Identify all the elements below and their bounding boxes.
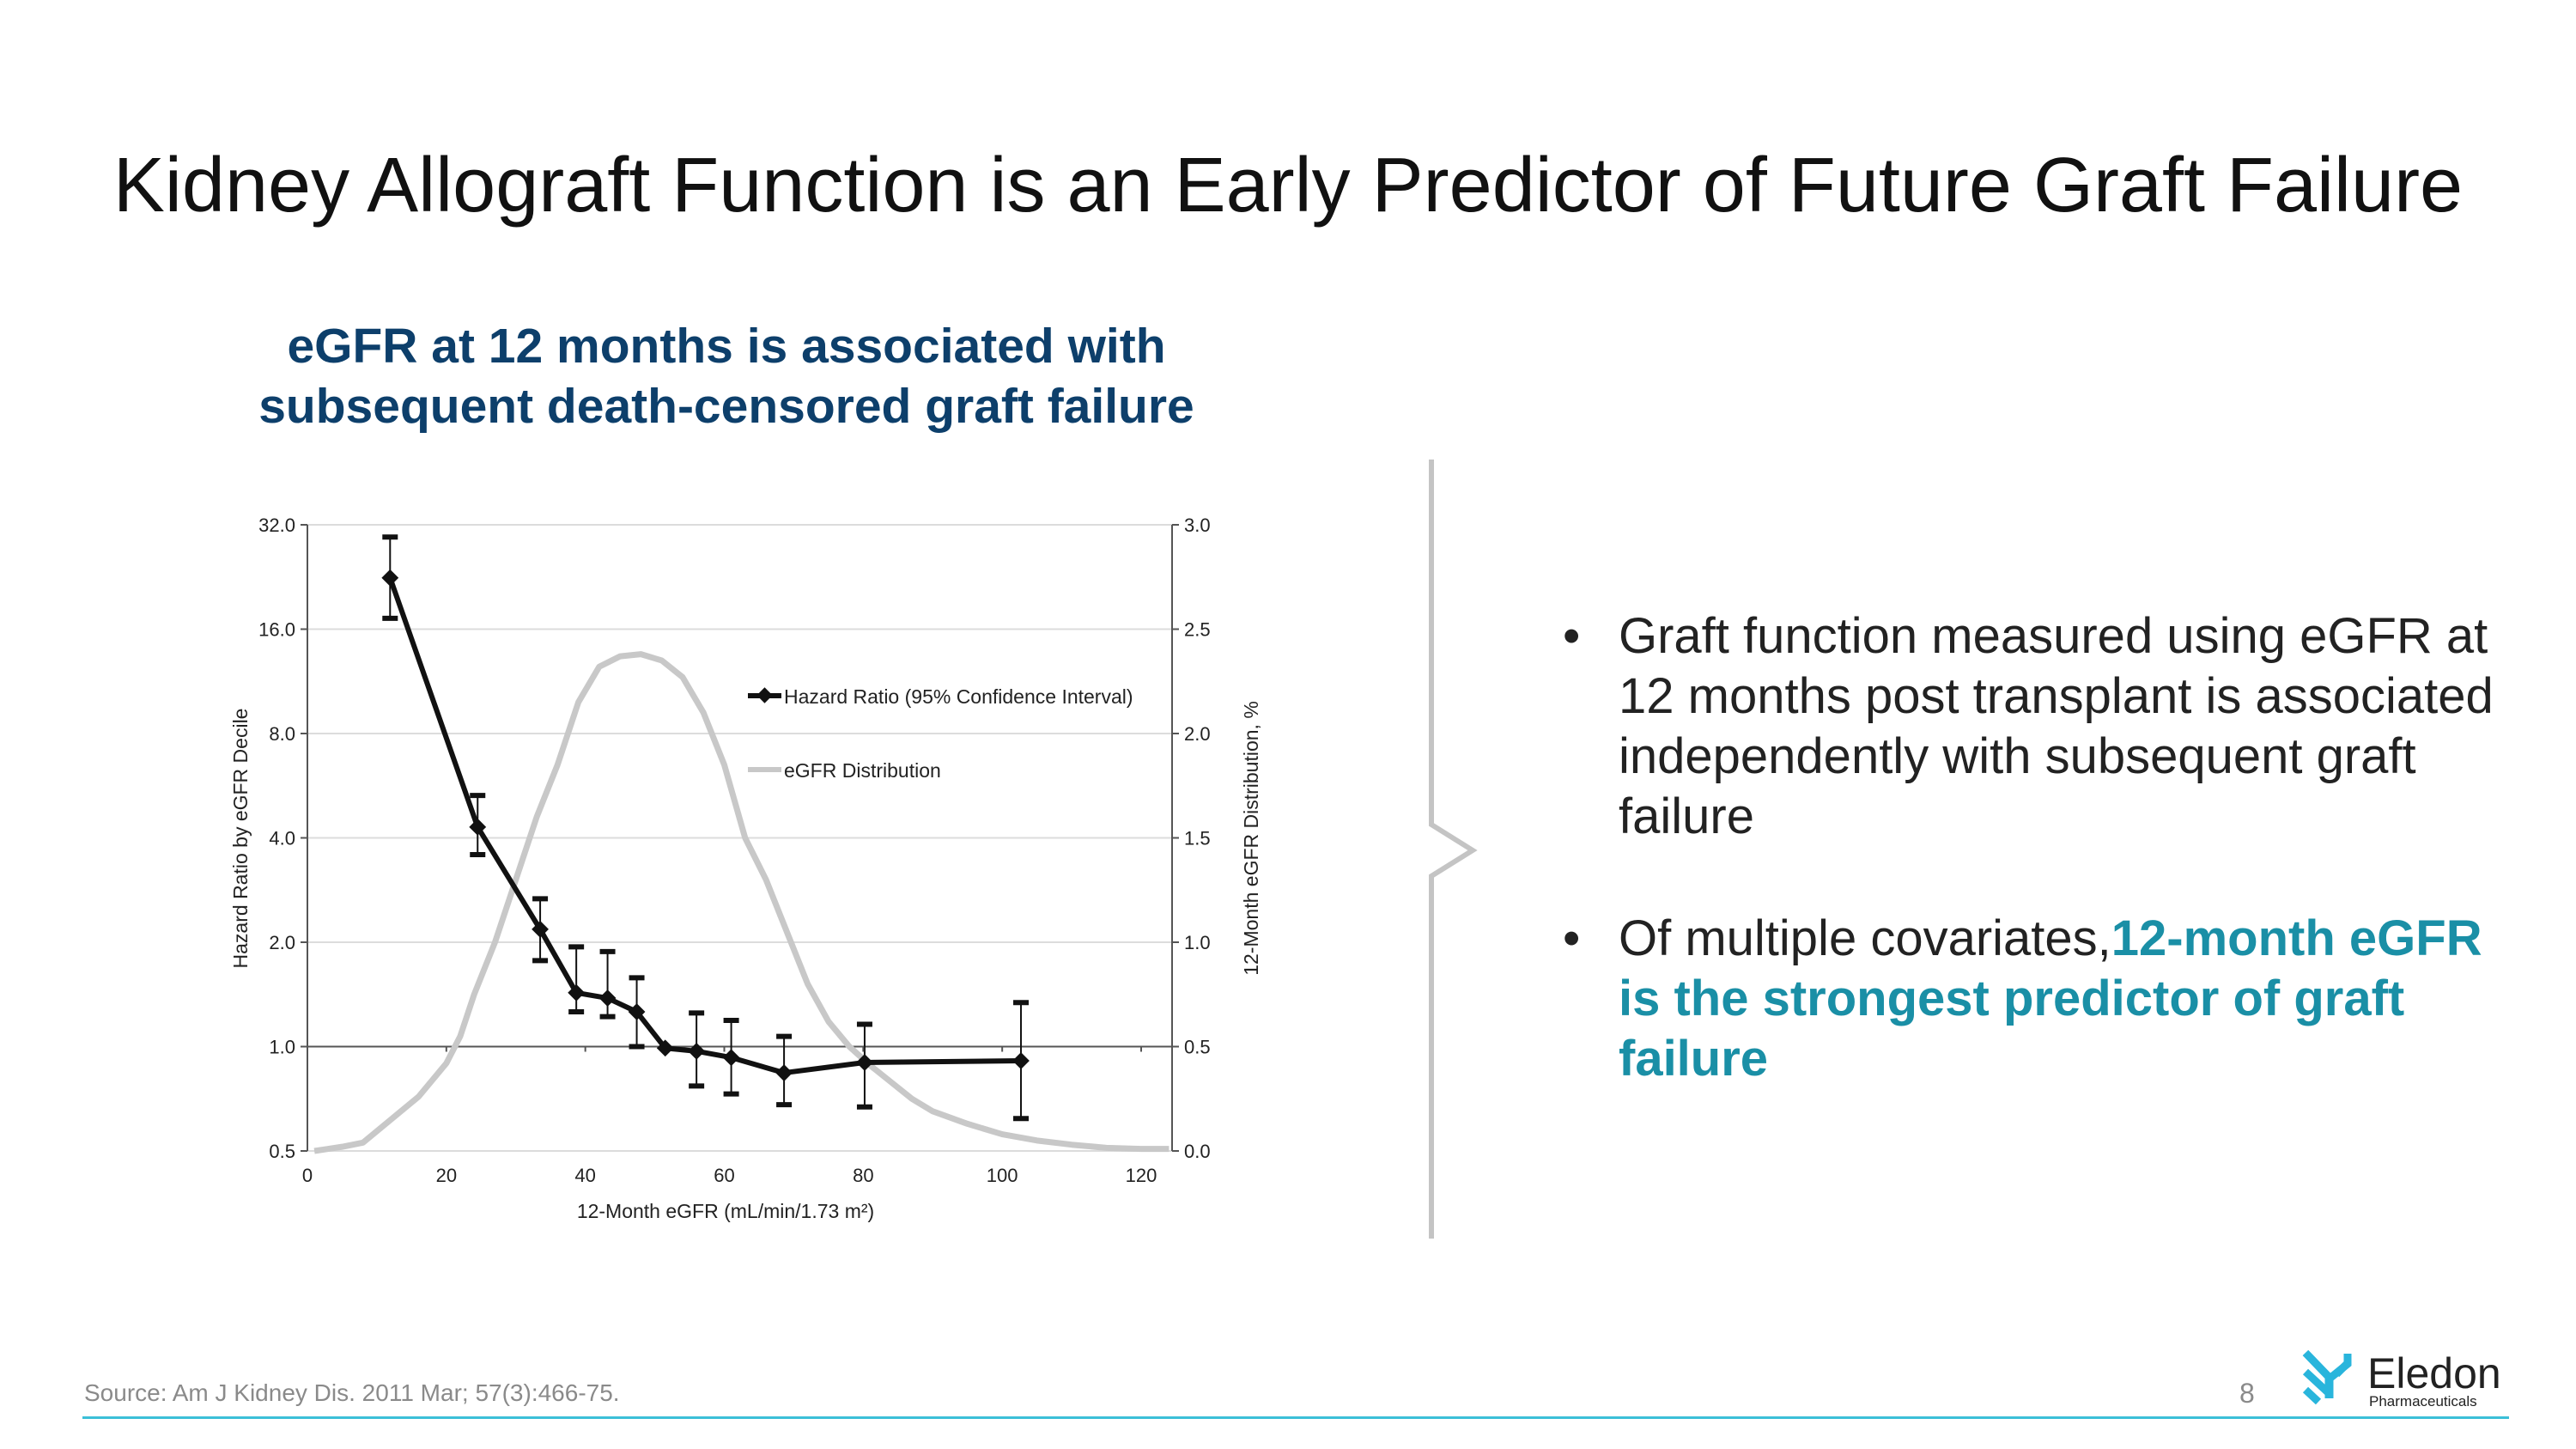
divider-chevron — [1429, 460, 1478, 1239]
y2-tick-label: 2.5 — [1184, 619, 1211, 641]
hazard-ratio-point — [722, 1049, 740, 1067]
x-tick-label: 40 — [574, 1165, 595, 1186]
hazard-ratio-line — [387, 576, 1022, 1076]
legend-dist-label: eGFR Distribution — [784, 759, 941, 782]
hazard-ratio-point — [469, 818, 487, 836]
hazard-ratio-point — [688, 1042, 706, 1060]
y2-tick-label: 0.5 — [1184, 1037, 1211, 1058]
hazard-ratio-point — [628, 1003, 646, 1020]
subtitle-line-1: eGFR at 12 months is associated with — [287, 319, 1166, 374]
bullet-2-text: Of multiple covariates,12-month eGFR is … — [1619, 909, 2520, 1089]
legend-hr-marker — [756, 687, 773, 703]
source-citation: Source: Am J Kidney Dis. 2011 Mar; 57(3)… — [84, 1379, 620, 1406]
bullet-1-text: Graft function measured using eGFR at 12… — [1619, 608, 2494, 844]
bullet-dot: • — [1563, 608, 1581, 664]
footer-divider — [82, 1416, 2509, 1419]
x-tick-label: 120 — [1126, 1165, 1157, 1186]
subtitle-line-2: subsequent death-censored graft failure — [258, 379, 1194, 434]
eledon-logo: Eledon Pharmaceuticals — [2302, 1349, 2501, 1409]
hazard-ratio-point — [532, 920, 549, 938]
hazard-ratio-point — [381, 569, 399, 587]
y2-tick-label: 3.0 — [1184, 514, 1211, 536]
logo-name: Eledon — [2367, 1349, 2501, 1397]
y-tick-label: 0.5 — [269, 1141, 295, 1162]
y-axis-label: Hazard Ratio by eGFR Decile — [229, 709, 252, 969]
y2-tick-label: 2.0 — [1184, 723, 1211, 745]
y-tick-label: 16.0 — [258, 619, 295, 641]
y-tick-label: 8.0 — [269, 723, 295, 745]
x-tick-label: 60 — [714, 1165, 734, 1186]
y-tick-label: 32.0 — [258, 514, 295, 536]
hazard-ratio-point — [598, 989, 617, 1007]
y2-tick-label: 1.0 — [1184, 932, 1211, 953]
hazard-ratio-point — [1012, 1052, 1030, 1069]
chart-subtitle: eGFR at 12 months is associated with sub… — [211, 316, 1242, 436]
y-tick-label: 4.0 — [269, 828, 295, 849]
x-tick-label: 20 — [436, 1165, 457, 1186]
hazard-ratio-point — [568, 983, 586, 1002]
x-axis-label: 12-Month eGFR (mL/min/1.73 m²) — [577, 1200, 874, 1222]
hazard-ratio-point — [856, 1054, 873, 1071]
y2-tick-label: 0.0 — [1184, 1141, 1211, 1162]
x-tick-label: 0 — [302, 1165, 313, 1186]
y2-tick-label: 1.5 — [1184, 828, 1211, 849]
slide-title: Kidney Allograft Function is an Early Pr… — [112, 143, 2464, 228]
y-tick-label: 2.0 — [269, 932, 295, 953]
y2-axis-label: 12-Month eGFR Distribution, % — [1240, 701, 1262, 976]
bullet-2-highlight: 12-month eGFR is the strongest predictor… — [1619, 910, 2482, 1087]
hazard-ratio-point — [775, 1064, 793, 1081]
x-tick-label: 80 — [853, 1165, 873, 1186]
y-tick-label: 1.0 — [269, 1037, 295, 1058]
page-number: 8 — [2239, 1378, 2255, 1409]
x-tick-label: 100 — [987, 1165, 1018, 1186]
bullet-dot: • — [1563, 910, 1581, 966]
hazard-ratio-point — [656, 1039, 674, 1057]
legend-hr-label: Hazard Ratio (95% Confidence Interval) — [784, 685, 1133, 708]
logo-mark-icon — [2302, 1349, 2352, 1405]
bullet-2-plain: Of multiple covariates, — [1619, 910, 2111, 966]
egfr-distribution-line — [313, 651, 1170, 1154]
logo-tagline: Pharmaceuticals — [2369, 1393, 2477, 1409]
